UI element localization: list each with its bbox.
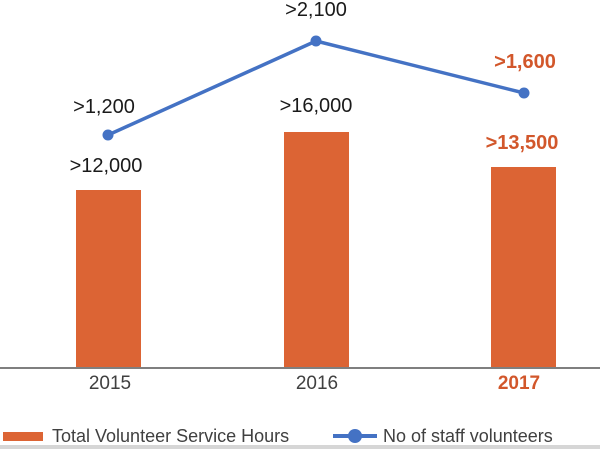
bar-2016 <box>284 132 349 367</box>
line-label-2017: >1,600 <box>494 51 556 73</box>
line-point-2015 <box>102 129 114 141</box>
bar-label-2016: >16,000 <box>279 95 353 117</box>
x-axis-line <box>0 367 600 369</box>
line-point-2017 <box>518 87 530 99</box>
line-label-2016: >2,100 <box>285 0 347 21</box>
bottom-edge-line <box>0 445 600 449</box>
x-axis-label-2015: 2015 <box>88 373 132 394</box>
legend-item-no-of-staff-volunteers: No of staff volunteers <box>333 426 553 446</box>
legend-label-line-series: No of staff volunteers <box>383 425 553 446</box>
legend-label-bar-series: Total Volunteer Service Hours <box>52 425 290 446</box>
line-label-2015: >1,200 <box>73 96 135 118</box>
line-point-2016 <box>310 35 322 47</box>
bar-series-swatch-icon <box>3 431 43 441</box>
x-axis-label-2016: 2016 <box>295 373 339 394</box>
bar-label-2017: >13,500 <box>485 132 559 154</box>
line-series-marker-icon <box>333 429 377 443</box>
x-axis-label-2017: 2017 <box>497 373 541 394</box>
bar-2017 <box>491 167 556 367</box>
bar-label-2015: >12,000 <box>69 155 143 177</box>
legend-item-total-volunteer-service-hours: Total Volunteer Service Hours <box>3 426 289 446</box>
bar-2015 <box>76 190 141 367</box>
